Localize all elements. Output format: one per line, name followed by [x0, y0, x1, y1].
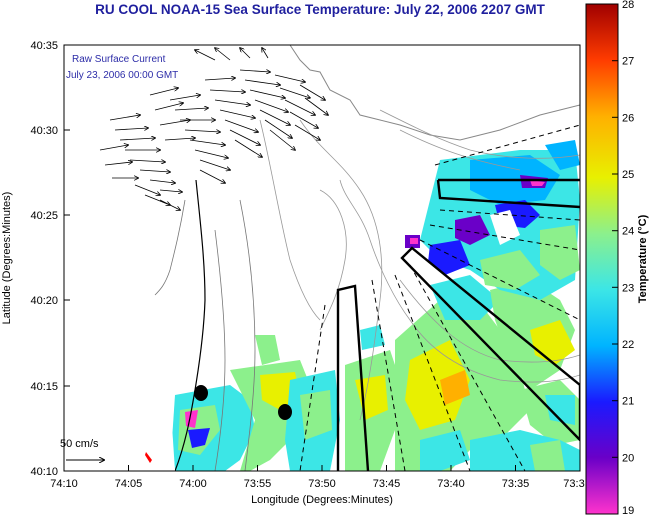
transect-boxes — [336, 178, 580, 471]
colorbar-tick-label: 23 — [622, 282, 634, 294]
colorbar-tick-label: 20 — [622, 452, 634, 464]
x-tick-label: 73:55 — [244, 478, 272, 490]
colorbar-tick-label: 28 — [622, 0, 634, 11]
sst-field — [172, 140, 580, 471]
x-axis-label: Longitude (Degrees:Minutes) — [251, 494, 393, 506]
station-marker — [194, 385, 208, 401]
colorbar-label: Temperature (°C) — [637, 214, 649, 303]
x-tick-label: 74:10 — [50, 478, 78, 490]
x-tick-label: 74:00 — [179, 478, 207, 490]
x-tick-label: 73:50 — [308, 478, 336, 490]
overlay-line: July 23, 2006 00:00 GMT — [66, 70, 178, 81]
coastline — [174, 179, 206, 471]
colorbar-tick-label: 19 — [622, 505, 634, 517]
x-tick-label: 74:05 — [115, 478, 143, 490]
x-tick-label: 73:3 — [563, 478, 584, 490]
figure-title: RU COOL NOAA-15 Sea Surface Temperature:… — [95, 2, 545, 17]
x-tick-label: 73:45 — [373, 478, 401, 490]
scale-label: 50 cm/s — [60, 438, 99, 450]
y-tick-label: 40:35 — [30, 40, 58, 52]
y-tick-label: 40:30 — [30, 125, 58, 137]
colorbar-tick-label: 21 — [622, 396, 634, 408]
scale-bar: 50 cm/s — [60, 438, 104, 460]
colorbar-scale — [585, 3, 619, 515]
y-tick-label: 40:25 — [30, 210, 58, 222]
station-marker — [278, 404, 292, 420]
radar-spokes — [299, 124, 580, 471]
overlay-line: Raw Surface Current — [72, 54, 166, 65]
x-tick-label: 73:35 — [502, 478, 530, 490]
colorbar-tick-label: 27 — [622, 56, 634, 68]
colorbar-tick-label: 22 — [622, 339, 634, 351]
y-axis-label: Latitude (Degrees:Minutes) — [1, 192, 13, 325]
x-axis — [63, 465, 581, 471]
colorbar-tick-label: 26 — [622, 112, 634, 124]
surface-current-vectors — [99, 48, 328, 210]
colorbar-tick-label: 24 — [622, 226, 634, 238]
y-axis — [64, 44, 70, 472]
colorbar-tick-label: 25 — [622, 169, 634, 181]
colorbar: 28 27 26 25 24 23 22 21 20 19 Temperatur… — [585, 0, 649, 517]
y-tick-label: 40:10 — [30, 466, 58, 478]
y-tick-label: 40:20 — [30, 295, 58, 307]
y-tick-label: 40:15 — [30, 381, 58, 393]
x-tick-label: 73:40 — [437, 478, 465, 490]
